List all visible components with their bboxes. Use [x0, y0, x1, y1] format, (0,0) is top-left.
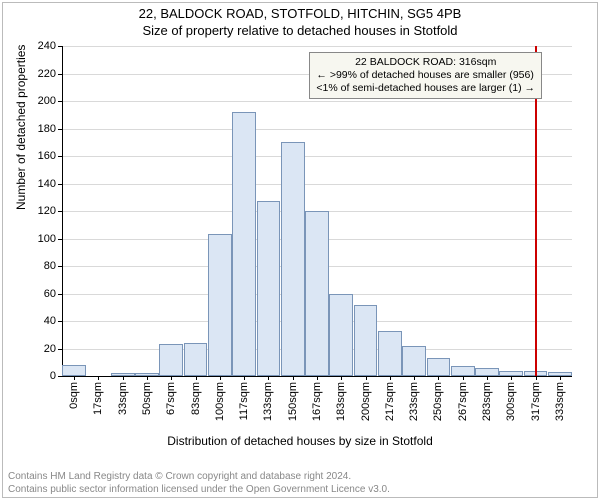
x-tick-mark [487, 376, 488, 380]
page-title: 22, BALDOCK ROAD, STOTFOLD, HITCHIN, SG5… [0, 6, 600, 21]
x-tick-mark [147, 376, 148, 380]
x-tick-mark [560, 376, 561, 380]
title-block: 22, BALDOCK ROAD, STOTFOLD, HITCHIN, SG5… [0, 0, 600, 38]
histogram-bar [402, 346, 426, 376]
histogram-bar [427, 358, 451, 376]
x-tick-mark [123, 376, 124, 380]
annotation-line: <1% of semi-detached houses are larger (… [316, 82, 535, 95]
x-tick-mark [293, 376, 294, 380]
x-tick-mark [341, 376, 342, 380]
x-tick-label: 250sqm [432, 382, 444, 421]
histogram-bar [305, 211, 329, 376]
footer-attribution: Contains HM Land Registry data © Crown c… [8, 471, 390, 496]
annotation-box: 22 BALDOCK ROAD: 316sqm← >99% of detache… [309, 52, 542, 99]
x-tick-mark [438, 376, 439, 380]
histogram-bar [475, 368, 499, 376]
x-tick-mark [414, 376, 415, 380]
annotation-line: 22 BALDOCK ROAD: 316sqm [316, 56, 535, 69]
y-tick-label: 140 [38, 178, 56, 190]
x-tick-label: 17sqm [92, 382, 104, 415]
histogram-bar [354, 305, 378, 377]
x-tick-mark [196, 376, 197, 380]
x-tick-label: 150sqm [287, 382, 299, 421]
y-tick-label: 0 [50, 370, 56, 382]
x-tick-label: 300sqm [505, 382, 517, 421]
footer-line-1: Contains HM Land Registry data © Crown c… [8, 471, 390, 484]
x-tick-label: 50sqm [141, 382, 153, 415]
y-tick-label: 120 [38, 205, 56, 217]
histogram-chart: 0204060801001201401601802002202400sqm17s… [62, 46, 572, 376]
gridline [62, 129, 572, 130]
y-tick-label: 80 [44, 260, 56, 272]
gridline [62, 184, 572, 185]
y-tick-label: 100 [38, 233, 56, 245]
x-tick-mark [74, 376, 75, 380]
histogram-bar [232, 112, 256, 376]
histogram-bar [208, 234, 232, 376]
x-tick-label: 233sqm [408, 382, 420, 421]
x-tick-mark [98, 376, 99, 380]
y-tick-label: 240 [38, 40, 56, 52]
x-tick-mark [244, 376, 245, 380]
x-tick-label: 67sqm [165, 382, 177, 415]
x-tick-label: 267sqm [457, 382, 469, 421]
histogram-bar [62, 365, 86, 376]
x-tick-mark [511, 376, 512, 380]
y-axis-line [62, 46, 63, 376]
x-tick-label: 333sqm [554, 382, 566, 421]
y-tick-label: 40 [44, 315, 56, 327]
y-tick-label: 220 [38, 68, 56, 80]
y-tick-label: 60 [44, 288, 56, 300]
x-tick-label: 317sqm [530, 382, 542, 421]
y-tick-label: 200 [38, 95, 56, 107]
x-axis-label: Distribution of detached houses by size … [0, 434, 600, 448]
histogram-bar [281, 142, 305, 376]
y-tick-label: 20 [44, 343, 56, 355]
x-tick-label: 167sqm [311, 382, 323, 421]
histogram-bar [159, 344, 183, 376]
x-tick-label: 133sqm [262, 382, 274, 421]
x-tick-mark [536, 376, 537, 380]
x-tick-mark [171, 376, 172, 380]
x-tick-mark [366, 376, 367, 380]
histogram-bar [257, 201, 281, 376]
y-tick-label: 160 [38, 150, 56, 162]
x-tick-mark [463, 376, 464, 380]
x-tick-label: 183sqm [335, 382, 347, 421]
histogram-bar [329, 294, 353, 377]
x-tick-label: 200sqm [360, 382, 372, 421]
y-axis-label: Number of detached properties [14, 45, 28, 210]
y-tick-label: 180 [38, 123, 56, 135]
x-tick-mark [317, 376, 318, 380]
gridline [62, 101, 572, 102]
x-tick-label: 33sqm [117, 382, 129, 415]
x-tick-label: 100sqm [214, 382, 226, 421]
x-tick-label: 217sqm [384, 382, 396, 421]
gridline [62, 46, 572, 47]
plot-area: 0204060801001201401601802002202400sqm17s… [62, 46, 572, 376]
x-tick-label: 117sqm [238, 382, 250, 420]
histogram-bar [184, 343, 208, 376]
x-tick-mark [390, 376, 391, 380]
x-tick-label: 283sqm [481, 382, 493, 421]
x-tick-mark [268, 376, 269, 380]
x-tick-label: 0sqm [68, 382, 80, 409]
gridline [62, 156, 572, 157]
histogram-bar [378, 331, 402, 376]
page-subtitle: Size of property relative to detached ho… [0, 23, 600, 38]
footer-line-2: Contains public sector information licen… [8, 484, 390, 497]
x-tick-label: 83sqm [190, 382, 202, 415]
x-tick-mark [220, 376, 221, 380]
histogram-bar [451, 366, 475, 376]
annotation-line: ← >99% of detached houses are smaller (9… [316, 69, 535, 82]
